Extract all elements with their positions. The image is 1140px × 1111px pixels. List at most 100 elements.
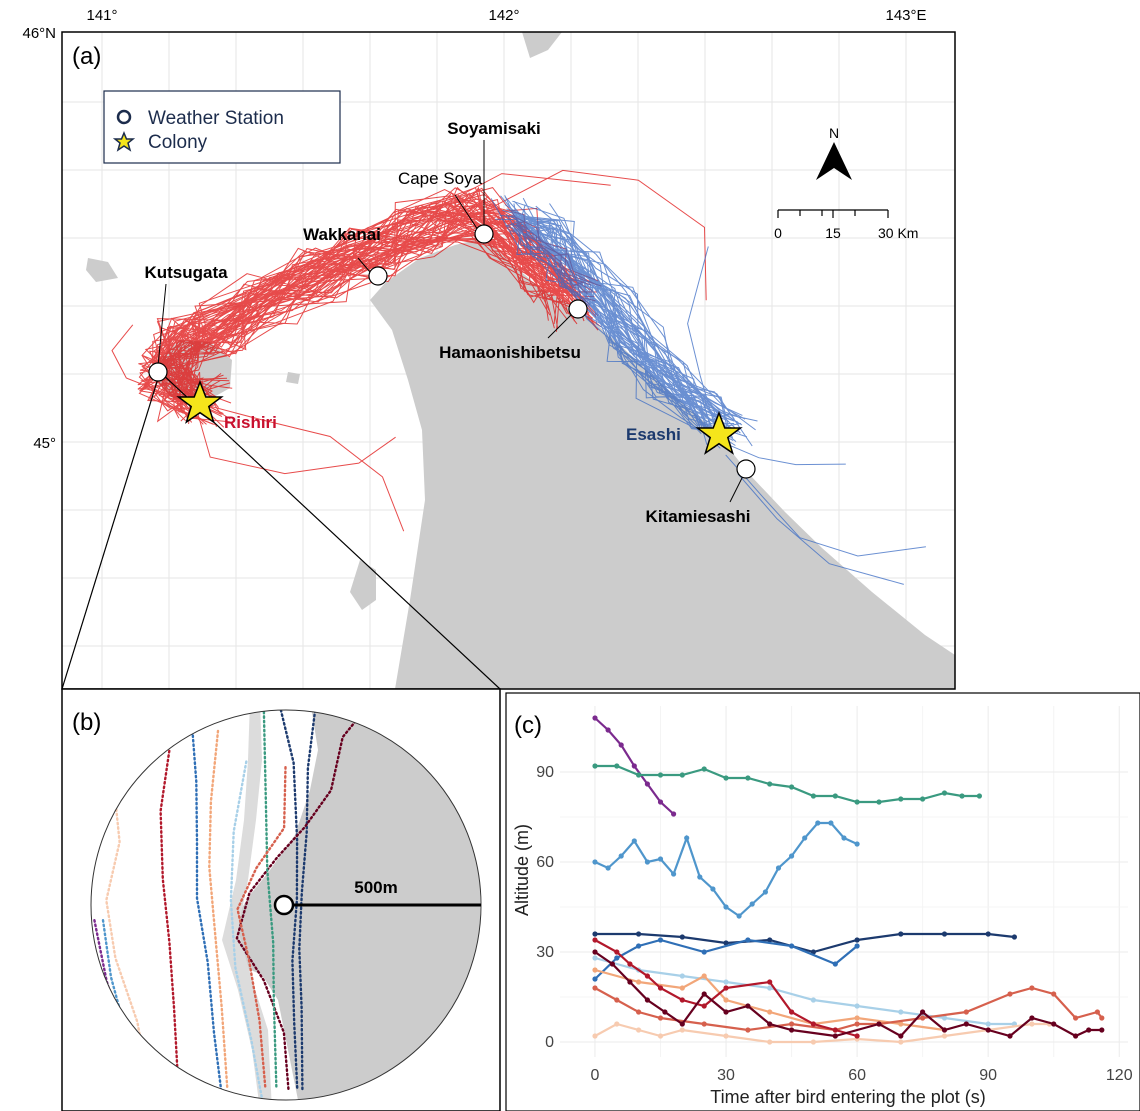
- series-point: [657, 799, 664, 805]
- series-point: [592, 931, 598, 937]
- series-point: [898, 1021, 904, 1027]
- svg-text:N: N: [829, 125, 839, 141]
- series-point: [810, 793, 817, 799]
- esashi-track: [512, 223, 720, 432]
- series-point: [644, 781, 651, 787]
- rishiri-track: [140, 195, 571, 413]
- series-point: [920, 1009, 926, 1015]
- inset-track: [278, 710, 299, 1089]
- series-point: [636, 772, 642, 778]
- series-point: [679, 997, 685, 1003]
- series-point: [710, 886, 716, 892]
- station-hamaonishibetsu-label: Hamaonishibetsu: [439, 343, 581, 362]
- colony-rishiri-label: Rishiri: [224, 413, 277, 432]
- legend-weather-station: Weather Station: [148, 108, 284, 129]
- chart-grid: [560, 706, 1128, 1057]
- panel-b-inset: (b) 500m: [61, 688, 501, 1111]
- esashi-tracks: [490, 195, 926, 585]
- esashi-track: [530, 228, 731, 427]
- rishiri-track: [141, 198, 571, 402]
- series-point: [701, 949, 707, 955]
- series-point: [671, 811, 677, 817]
- rishiri-track: [483, 169, 707, 301]
- series-point: [614, 955, 620, 961]
- series-point: [657, 772, 664, 778]
- x-axis-label: Time after bird entering the plot (s): [710, 1087, 985, 1107]
- series-point: [614, 763, 620, 769]
- series-point: [745, 1027, 751, 1033]
- series-point: [767, 1039, 773, 1045]
- series-point: [1007, 1033, 1013, 1039]
- weather-stations: [148, 140, 756, 503]
- series-point: [1011, 934, 1018, 940]
- series-point: [854, 1015, 860, 1021]
- x-tick-label: 90: [979, 1067, 997, 1084]
- series-point: [614, 997, 620, 1003]
- chart-series: [592, 715, 1105, 1045]
- y-tick-label: 60: [536, 854, 554, 871]
- station-kitamiesashi-icon: [736, 459, 756, 479]
- series-point: [684, 835, 690, 841]
- lat-tick-45: 45°: [33, 435, 56, 452]
- series-point: [657, 937, 664, 943]
- series-point: [679, 973, 685, 979]
- rebun-island: [86, 258, 118, 282]
- series-point: [618, 853, 624, 859]
- station-soyamisaki-label: Soyamisaki: [447, 119, 541, 138]
- series-point: [898, 1009, 904, 1015]
- series-point: [679, 985, 685, 991]
- colony-star-icon: [112, 131, 136, 152]
- inset-track: [298, 710, 317, 1091]
- series-point: [985, 1021, 991, 1027]
- series-point: [841, 835, 847, 841]
- series-line: [594, 1022, 1050, 1044]
- series-point: [697, 874, 703, 880]
- inset-track: [262, 710, 278, 1090]
- scale-label-15: 15: [825, 225, 841, 241]
- series-point: [723, 940, 729, 946]
- series-point: [767, 985, 773, 991]
- station-cape-soya-label: Cape Soya: [398, 169, 483, 188]
- series-point: [828, 820, 834, 826]
- scale-bar: [777, 209, 889, 218]
- series-point: [723, 979, 729, 985]
- series-0: [592, 715, 677, 817]
- series-point: [941, 1027, 948, 1033]
- series-point: [941, 790, 948, 796]
- hokkaido-land: [370, 238, 955, 689]
- esashi-track: [506, 208, 708, 445]
- series-point: [832, 1027, 838, 1033]
- series-point: [679, 934, 685, 940]
- series-point: [592, 763, 598, 769]
- series-point: [810, 1021, 817, 1027]
- series-point: [920, 796, 926, 802]
- series-point: [701, 766, 707, 772]
- x-tick-label: 60: [848, 1067, 866, 1084]
- series-point: [679, 772, 685, 778]
- series-point: [657, 985, 664, 991]
- series-point: [636, 979, 642, 985]
- esashi-track: [513, 213, 707, 430]
- esashi-track: [529, 218, 722, 418]
- series-point: [627, 979, 633, 985]
- series-point: [767, 979, 773, 985]
- series-point: [592, 985, 598, 991]
- series-point: [592, 949, 598, 955]
- series-point: [1073, 1015, 1079, 1021]
- inset-track: [190, 720, 223, 1095]
- series-point: [679, 1021, 685, 1027]
- station-kutsugata-label: Kutsugata: [144, 263, 228, 282]
- y-axis-label: Altitude (m): [512, 824, 532, 916]
- series-point: [789, 1027, 795, 1033]
- series-point: [815, 820, 821, 826]
- scale-label-30: 30 Km: [878, 225, 918, 241]
- series-line: [594, 951, 1102, 1038]
- panel-b-label: (b): [72, 709, 101, 736]
- esashi-track: [518, 219, 715, 442]
- series-point: [920, 1015, 926, 1021]
- series-point: [636, 1009, 642, 1015]
- inset-track: [208, 729, 229, 1089]
- series-point: [963, 1009, 969, 1015]
- radius-label: 500m: [354, 878, 397, 897]
- series-point: [605, 865, 611, 871]
